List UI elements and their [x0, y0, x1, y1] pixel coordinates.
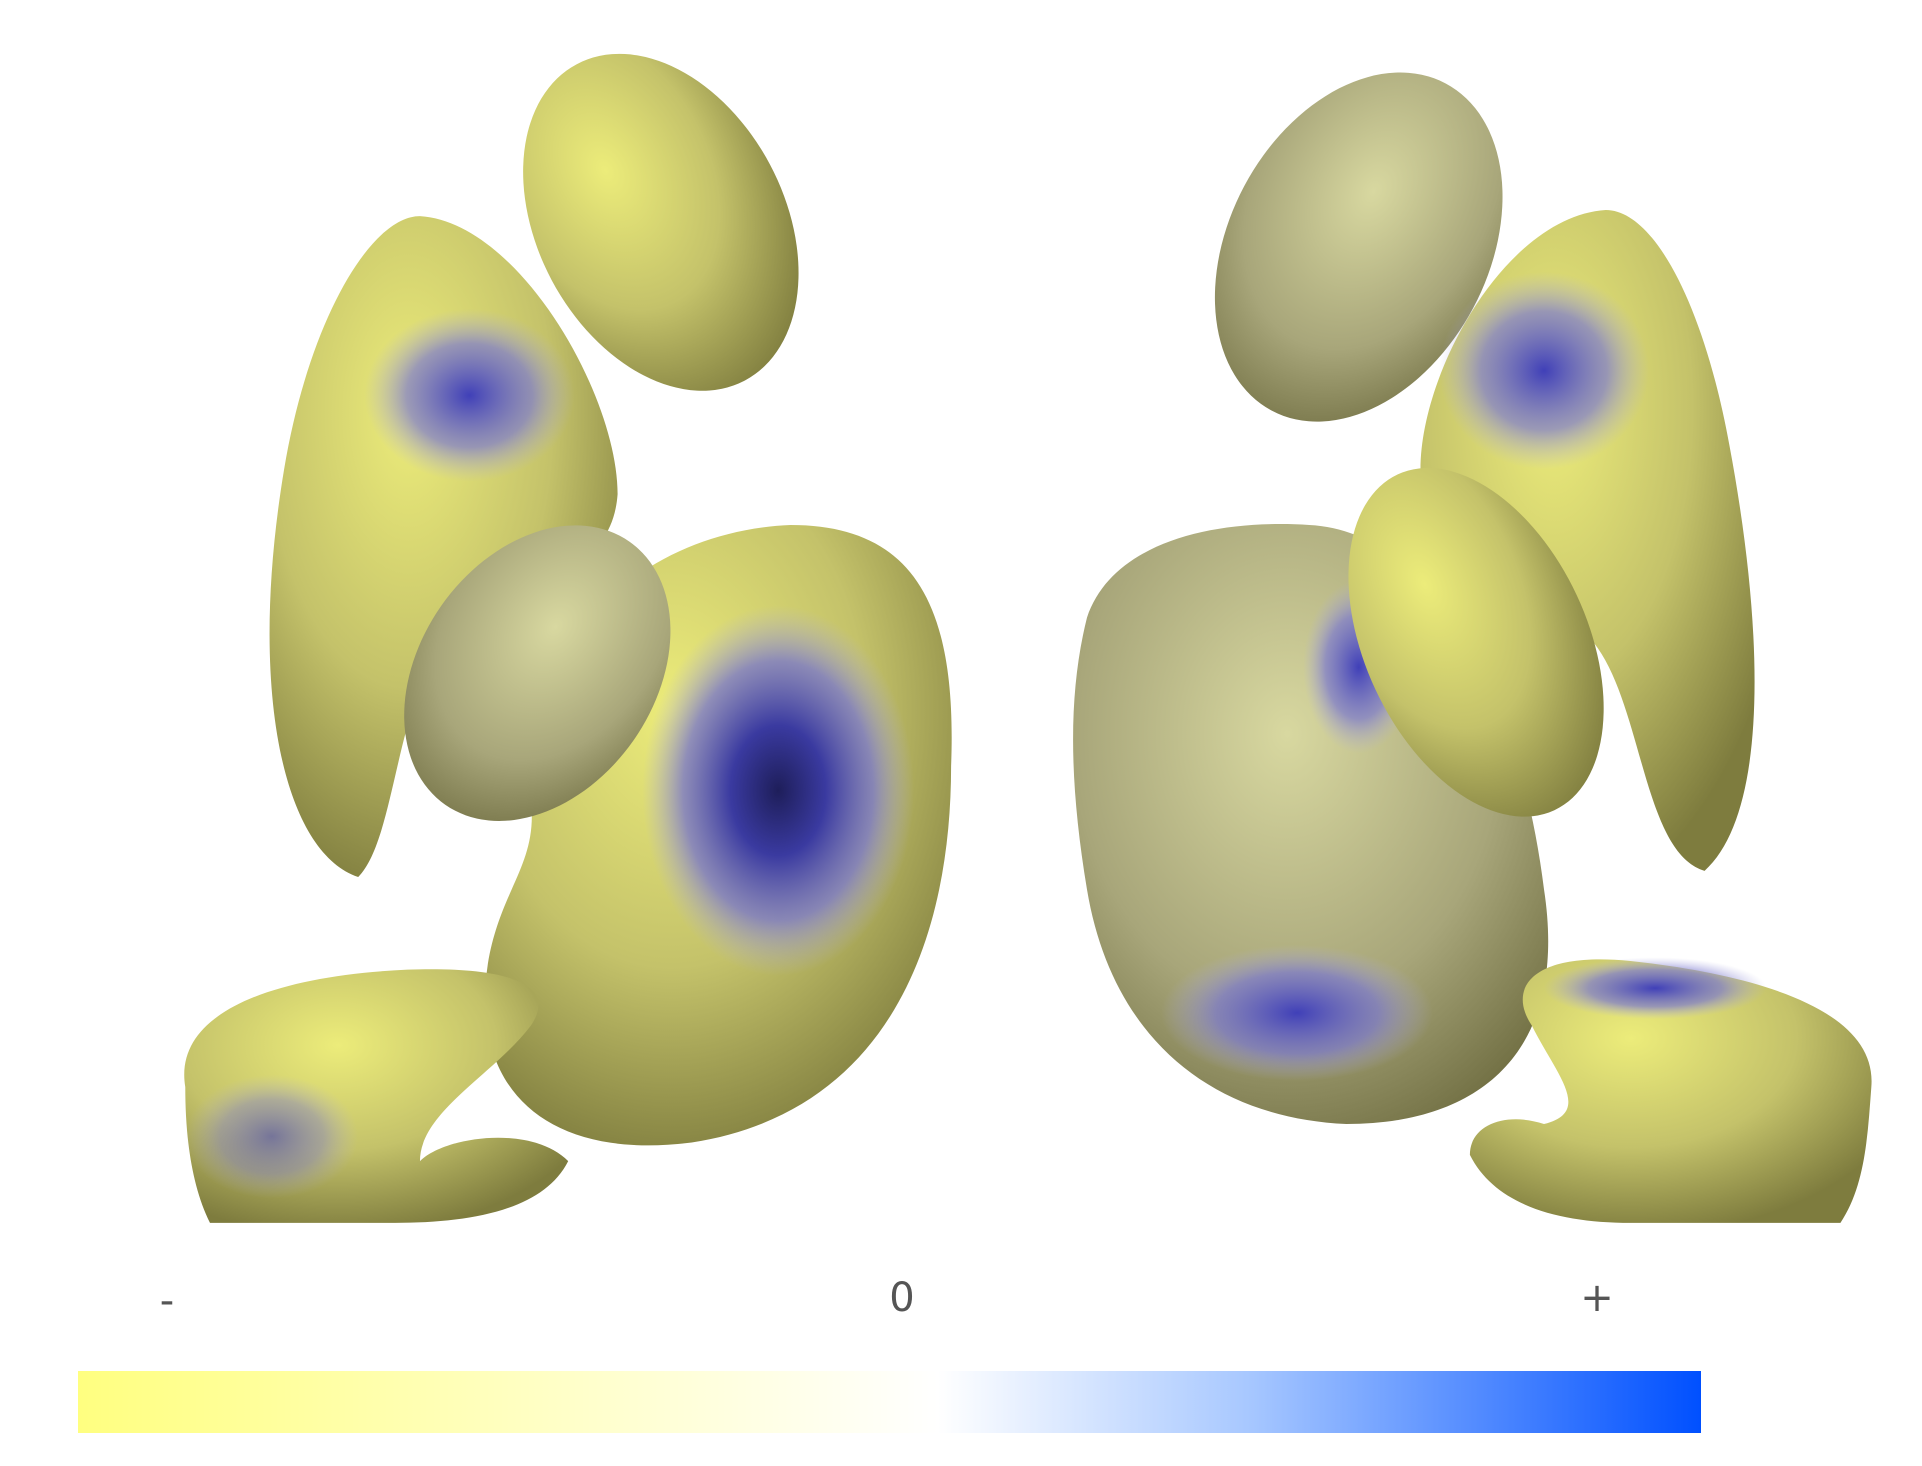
colorbar-label: -: [160, 1278, 174, 1324]
lobe-top-left: [523, 53, 799, 391]
patch: [1439, 271, 1649, 470]
colorbar-label: +: [1580, 1275, 1614, 1321]
lobe-bottom-right: [1469, 959, 1872, 1223]
patch: [642, 605, 915, 976]
patch: [1161, 944, 1433, 1081]
colorbar-label: 0: [889, 1275, 914, 1321]
patch: [364, 308, 575, 482]
patch: [185, 1074, 359, 1199]
colorbar: [78, 1371, 1701, 1433]
lobe-mid-left: [404, 525, 671, 821]
patch: [1544, 957, 1767, 1020]
lobe-top-right: [1214, 72, 1503, 422]
lobe-mid-right: [1348, 467, 1604, 817]
render: [184, 53, 1872, 1223]
